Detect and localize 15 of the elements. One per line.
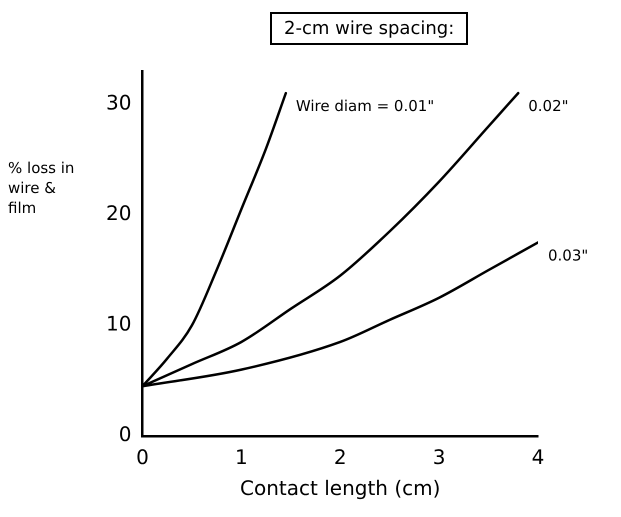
x-tick-label: 3 [432, 445, 446, 470]
series-label: 0.03" [548, 246, 588, 264]
x-tick-label: 4 [532, 445, 544, 470]
x-tick-label: 2 [334, 445, 347, 470]
x-tick-label: 0 [136, 445, 149, 470]
y-tick-label: 30 [106, 90, 132, 114]
y-tick-label: 0 [118, 422, 132, 446]
x-tick-label: 1 [234, 445, 248, 470]
y-axis-title: % loss in wire & film [8, 158, 76, 218]
x-axis-title: Contact length (cm) [240, 476, 440, 500]
series-label: Wire diam = 0.01" [296, 97, 434, 116]
y-tick-label: 10 [106, 312, 132, 336]
y-tick-label: 20 [106, 200, 132, 225]
chart-title: 2-cm wire spacing: [270, 12, 468, 45]
series-label: 0.02" [528, 97, 569, 116]
